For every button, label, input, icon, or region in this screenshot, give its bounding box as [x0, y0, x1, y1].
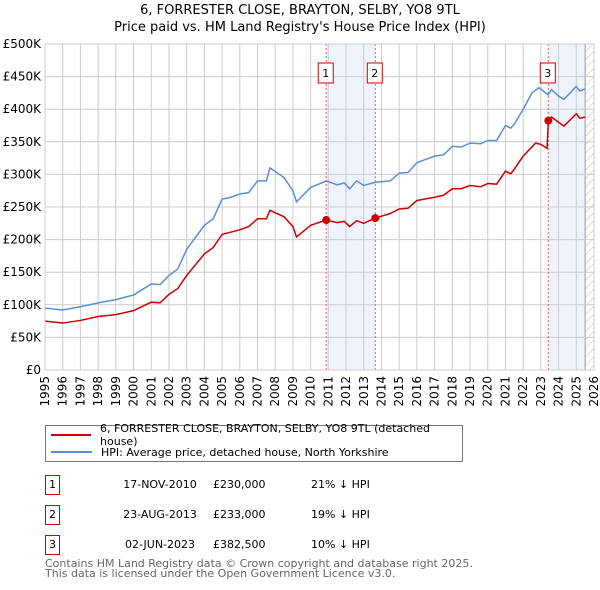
transaction-marker: 1 — [45, 475, 60, 495]
x-tick-label: 2002 — [162, 376, 176, 407]
x-tick-label: 2026 — [587, 376, 600, 407]
x-tick-label: 2011 — [321, 376, 335, 407]
sale-label: 2 — [371, 67, 378, 80]
x-tick-label: 2001 — [144, 376, 158, 407]
x-tick-label: 2014 — [374, 376, 388, 407]
sale-label-box — [366, 62, 383, 84]
x-tick-label: 2010 — [304, 376, 318, 407]
transaction-date: 02-JUN-2023 — [124, 538, 196, 551]
transaction-price: £233,000 — [213, 508, 266, 521]
sale-point — [322, 216, 331, 225]
footer-licence: This data is licensed under the Open Gov… — [45, 567, 396, 580]
x-tick-label: 2000 — [127, 376, 141, 407]
legend-swatch-blue — [51, 451, 92, 453]
transaction-marker: 2 — [45, 505, 60, 525]
y-tick-label: £450K — [3, 70, 43, 84]
x-tick-label: 2003 — [180, 376, 194, 407]
x-tick-label: 2015 — [392, 376, 406, 407]
sale-label-box — [539, 62, 556, 84]
transaction-hpi: 10% ↓ HPI — [311, 538, 370, 551]
x-tick-label: 2025 — [569, 376, 583, 407]
transaction-price: £382,500 — [213, 538, 266, 551]
x-tick-label: 1995 — [38, 376, 52, 407]
transaction-row: 3 02-JUN-2023 £382,500 10% ↓ HPI — [45, 535, 465, 555]
x-tick-label: 2016 — [410, 376, 424, 407]
x-tick-label: 2004 — [197, 376, 211, 407]
y-tick-label: £400K — [3, 102, 43, 116]
x-tick-label: 2012 — [339, 376, 353, 407]
x-tick-label: 2018 — [445, 376, 459, 407]
x-tick-label: 2005 — [215, 376, 229, 407]
y-tick-label: £150K — [3, 265, 43, 279]
legend-item-hpi: HPI: Average price, detached house, Nort… — [51, 444, 389, 460]
sale-point — [371, 214, 380, 223]
y-tick-label: £250K — [3, 200, 43, 214]
legend-item-property: 6, FORRESTER CLOSE, BRAYTON, SELBY, YO8 … — [51, 422, 462, 448]
sale-label-box — [317, 62, 334, 84]
x-tick-label: 1999 — [109, 376, 123, 407]
x-tick-label: 2017 — [428, 376, 442, 407]
sale-point — [544, 116, 553, 125]
transaction-row: 2 23-AUG-2013 £233,000 19% ↓ HPI — [45, 505, 465, 525]
legend-label: HPI: Average price, detached house, Nort… — [101, 445, 389, 459]
x-tick-label: 2020 — [481, 376, 495, 407]
y-tick-label: £200K — [3, 233, 43, 247]
x-tick-label: 2021 — [498, 376, 512, 407]
sale-label: 1 — [322, 67, 329, 80]
transaction-hpi: 19% ↓ HPI — [311, 508, 370, 521]
footer: Contains HM Land Registry data © Crown c… — [45, 557, 473, 580]
x-tick-label: 2006 — [233, 376, 247, 407]
x-tick-label: 2013 — [357, 376, 371, 407]
price-chart: 1995 1996 1997 1998 1999 2000 2001 2002 2003 2004… — [3, 37, 600, 407]
series-line — [44, 112, 586, 324]
transaction-price: £230,000 — [213, 478, 266, 491]
x-tick-label: 2019 — [463, 376, 477, 407]
plot-frame — [44, 43, 595, 371]
x-tick-label: 2023 — [534, 376, 548, 407]
x-tick-label: 1997 — [73, 376, 87, 407]
x-tick-label: 2024 — [552, 376, 566, 407]
x-tick-label: 2022 — [516, 376, 530, 407]
chart-title: 6, FORRESTER CLOSE, BRAYTON, SELBY, YO8 … — [140, 3, 460, 18]
y-tick-label: £300K — [3, 167, 43, 181]
x-tick-label: 1998 — [91, 376, 105, 407]
x-tick-label: 1996 — [56, 376, 70, 407]
legend: 6, FORRESTER CLOSE, BRAYTON, SELBY, YO8 … — [45, 422, 463, 462]
transaction-row: 1 17-NOV-2010 £230,000 21% ↓ HPI — [45, 475, 465, 495]
x-tick-label: 2007 — [251, 376, 265, 407]
y-tick-label: £500K — [3, 37, 43, 51]
transaction-date: 17-NOV-2010 — [123, 478, 197, 491]
sale-label: 3 — [544, 67, 551, 80]
chart-subtitle: Price paid vs. HM Land Registry's House … — [114, 20, 486, 35]
legend-swatch-red — [51, 434, 92, 436]
y-tick-label: £0 — [26, 363, 41, 377]
y-tick-label: £350K — [3, 135, 43, 149]
series-line — [44, 85, 586, 311]
y-tick-label: £100K — [3, 298, 43, 312]
transaction-hpi: 21% ↓ HPI — [311, 478, 370, 491]
y-tick-label: £50K — [10, 330, 42, 344]
x-tick-label: 2009 — [286, 376, 300, 407]
x-tick-label: 2008 — [268, 376, 282, 407]
transaction-date: 23-AUG-2013 — [123, 508, 197, 521]
legend-label: 6, FORRESTER CLOSE, BRAYTON, SELBY, YO8 … — [100, 422, 430, 448]
transaction-marker: 3 — [45, 535, 60, 555]
footer-copyright: Contains HM Land Registry data © Crown c… — [45, 557, 473, 570]
